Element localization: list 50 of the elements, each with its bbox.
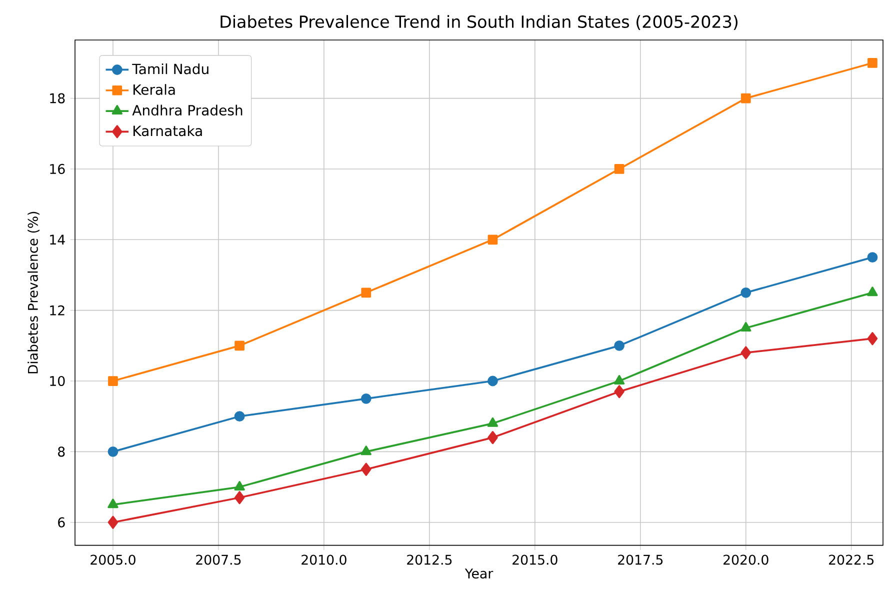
point: [234, 340, 244, 351]
point: [868, 58, 878, 68]
x-tick-label: 2012.5: [407, 554, 452, 565]
point: [740, 322, 752, 332]
x-tick-label: 2007.5: [196, 554, 241, 565]
x-tick-label: 2017.5: [618, 554, 663, 565]
point: [740, 287, 752, 298]
point: [614, 164, 624, 174]
x-tick-label: 2020.0: [724, 554, 768, 565]
y-tick-label: 14: [50, 234, 65, 245]
point: [234, 411, 245, 422]
point: [361, 288, 372, 298]
point: [108, 498, 118, 508]
point: [108, 516, 118, 529]
point: [614, 340, 624, 351]
point: [487, 417, 498, 427]
legend-label: Kerala: [134, 84, 175, 95]
point: [360, 446, 372, 456]
y-tick-label: 12: [50, 305, 64, 316]
point: [108, 446, 118, 457]
point: [867, 286, 878, 296]
x-axis-title: Year: [464, 568, 494, 579]
point: [108, 376, 118, 386]
point: [360, 393, 372, 404]
point: [867, 332, 878, 346]
y-axis-title: Diabetes Prevalence (%): [28, 212, 40, 374]
point: [867, 252, 878, 263]
legend-label: Tamil Nadu: [132, 63, 208, 74]
point: [614, 375, 625, 384]
y-tick-label: 6: [58, 517, 65, 528]
y-tick-label: 18: [50, 93, 65, 104]
y-tick-label: 16: [50, 164, 65, 174]
point: [488, 234, 498, 245]
point: [488, 376, 498, 386]
x-tick-label: 2005.0: [90, 554, 136, 565]
legend-label: Karnataka: [134, 125, 202, 136]
y-tick-label: 8: [58, 446, 65, 457]
x-tick-label: 2022.5: [829, 554, 874, 565]
point: [234, 491, 245, 504]
point: [740, 346, 752, 360]
x-tick-label: 2010.0: [302, 554, 346, 565]
x-tick-label: 2015.0: [512, 554, 558, 565]
point: [614, 385, 624, 398]
chart-title: Diabetes Prevalence Trend in South Indian States (2005-2023): [220, 15, 738, 30]
legend-label: Andhra Pradesh: [132, 104, 242, 116]
point: [361, 462, 372, 476]
point: [740, 93, 751, 104]
y-tick-label: 10: [50, 376, 65, 386]
point: [488, 431, 498, 444]
point: [234, 481, 245, 490]
